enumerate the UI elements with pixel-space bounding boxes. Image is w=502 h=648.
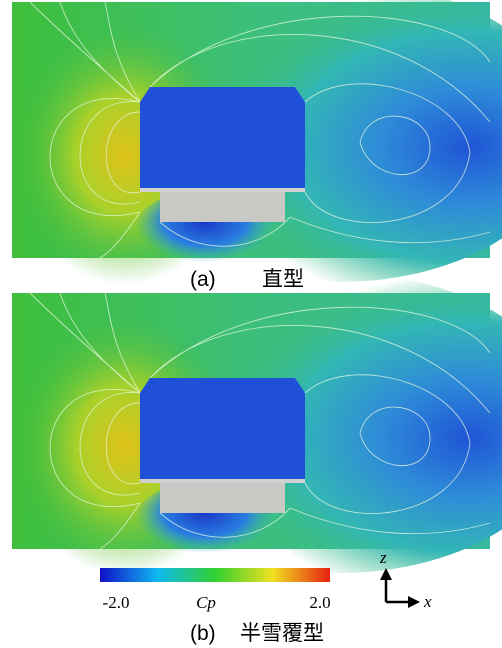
- colorbar-min: -2.0: [103, 593, 130, 612]
- colorbar-max: 2.0: [309, 593, 330, 612]
- panel-name: 半雪覆型: [240, 622, 324, 645]
- panel-tag: (b): [190, 622, 216, 645]
- colorbar-label: Cp: [196, 593, 216, 612]
- axis-z: z: [379, 548, 387, 567]
- panel-tag: (a): [190, 268, 216, 291]
- axis-indicator: [380, 568, 420, 608]
- contour-plot-a: [12, 0, 502, 285]
- figure: (a) 直型 -2.0 Cp 2.0 z x (b) 半雪覆型: [0, 0, 502, 648]
- colorbar: [100, 568, 330, 582]
- axis-x: x: [423, 592, 432, 611]
- contour-plot-b: [12, 273, 502, 576]
